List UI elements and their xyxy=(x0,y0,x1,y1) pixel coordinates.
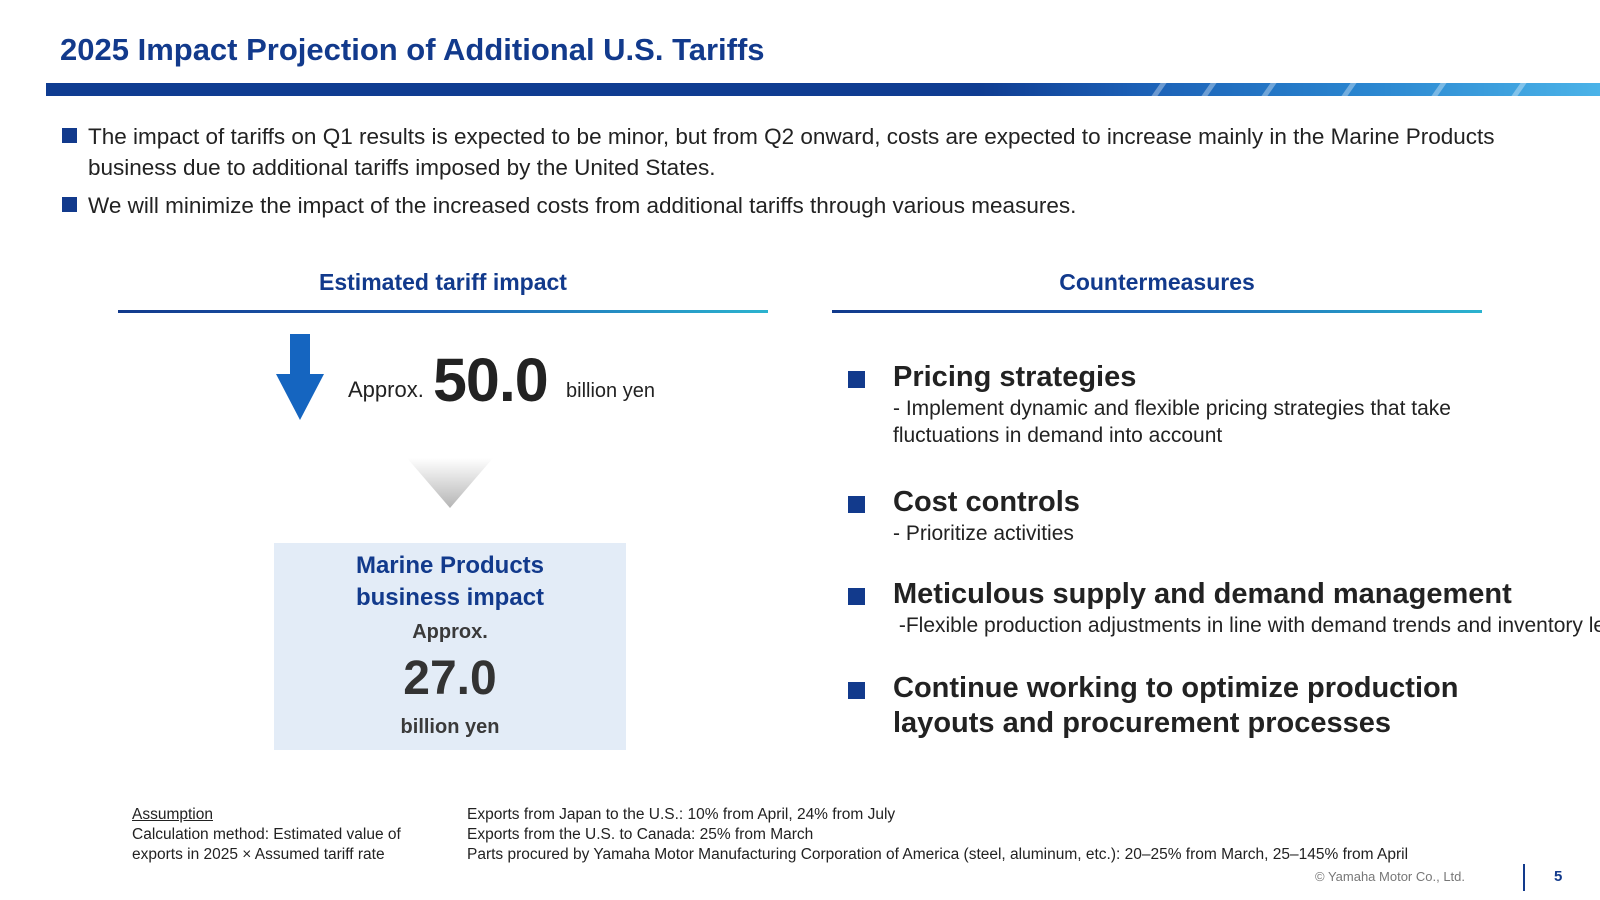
marine-impact-box: Marine Products business impact Approx. … xyxy=(274,543,626,750)
marine-approx-label: Approx. xyxy=(412,621,488,643)
marine-impact-unit: billion yen xyxy=(400,716,500,738)
countermeasure-title: Continue working to optimize production … xyxy=(893,672,1459,739)
countermeasure-title: Meticulous supply and demand management xyxy=(893,578,1512,610)
copyright: © Yamaha Motor Co., Ltd. xyxy=(1315,869,1466,884)
square-bullet-icon xyxy=(848,682,865,699)
countermeasures-heading-underline xyxy=(832,310,1482,313)
method-line1: Calculation method: Estimated value of xyxy=(132,826,401,843)
total-impact-unit: billion yen xyxy=(566,380,655,402)
marine-title-line1: Marine Products xyxy=(355,552,545,579)
tariff-rates-note: Exports from Japan to the U.S.: 10% from… xyxy=(467,805,1527,865)
page-title: 2025 Impact Projection of Additional U.S… xyxy=(60,32,765,67)
impact-heading: Estimated tariff impact xyxy=(319,269,567,295)
intro-bullet: The impact of tariffs on Q1 results is e… xyxy=(61,121,1551,183)
countermeasure-title: Cost controls xyxy=(893,486,1080,518)
page-number: 5 xyxy=(1554,868,1563,885)
square-bullet-icon xyxy=(62,128,77,143)
intro-bullet-text: We will minimize the impact of the incre… xyxy=(88,193,1077,218)
square-bullet-icon xyxy=(848,496,865,513)
countermeasure-desc: - Prioritize activities xyxy=(893,522,1074,545)
page-number-divider xyxy=(1523,864,1525,891)
countermeasures-heading: Countermeasures xyxy=(1059,269,1255,295)
chevron-down-icon xyxy=(407,458,493,508)
down-arrow-icon xyxy=(276,334,324,420)
countermeasures-list: Pricing strategies - Implement dynamic a… xyxy=(846,360,1600,769)
intro-bullet-text: The impact of tariffs on Q1 results is e… xyxy=(88,124,1495,180)
assumption-note: Assumption Calculation method: Estimated… xyxy=(132,805,452,865)
tariff-rate-line: Exports from Japan to the U.S.: 10% from… xyxy=(467,806,896,823)
method-line2: exports in 2025 × Assumed tariff rate xyxy=(132,846,385,863)
intro-bullet: We will minimize the impact of the incre… xyxy=(61,190,1551,221)
intro-bullets: The impact of tariffs on Q1 results is e… xyxy=(61,121,1551,228)
total-approx-label: Approx. xyxy=(348,377,424,402)
tariff-rate-line: Exports from the U.S. to Canada: 25% fro… xyxy=(467,826,814,843)
square-bullet-icon xyxy=(848,588,865,605)
marine-impact-value: 27.0 xyxy=(403,652,497,705)
square-bullet-icon xyxy=(62,197,77,212)
countermeasure-title: Pricing strategies xyxy=(893,361,1137,393)
tariff-rate-line: Parts procured by Yamaha Motor Manufactu… xyxy=(467,846,1409,863)
countermeasure-item: Continue working to optimize production … xyxy=(846,671,1546,741)
countermeasure-desc: - Implement dynamic and flexible pricing… xyxy=(893,397,1451,447)
total-impact-value: 50.0 xyxy=(433,346,549,414)
marine-title-line2: business impact xyxy=(355,584,545,611)
countermeasure-item: Cost controls - Prioritize activities xyxy=(846,485,1546,547)
title-accent-bar xyxy=(46,83,1600,96)
assumption-label: Assumption xyxy=(132,806,213,823)
countermeasure-desc: -Flexible production adjustments in line… xyxy=(893,614,1600,637)
marine-impact-title: Marine Products business impact xyxy=(274,550,626,614)
square-bullet-icon xyxy=(848,371,865,388)
countermeasure-item: Pricing strategies - Implement dynamic a… xyxy=(846,360,1546,449)
impact-heading-underline xyxy=(118,310,768,313)
countermeasure-item: Meticulous supply and demand management … xyxy=(846,577,1600,639)
